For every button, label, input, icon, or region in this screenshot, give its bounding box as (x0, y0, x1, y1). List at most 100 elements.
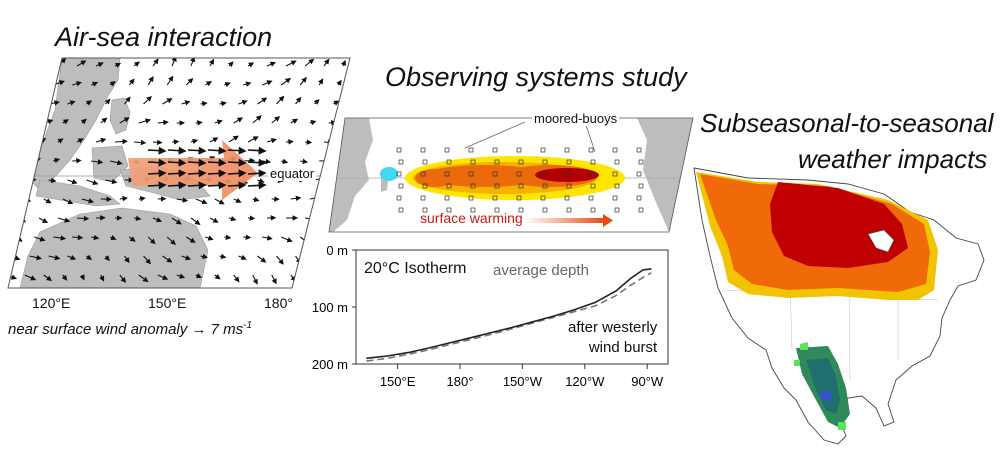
buoy-marker (396, 195, 402, 201)
philippines-landmass (109, 97, 131, 135)
strong-wind-vector (207, 169, 227, 178)
buoy-marker (590, 159, 596, 165)
north-america-impact-map (693, 167, 985, 445)
wind-vector (280, 77, 292, 86)
wind-vector (62, 119, 69, 125)
x-tick-label: 180° (447, 374, 474, 389)
wind-vector (143, 95, 152, 105)
buoy-marker (638, 207, 644, 213)
wind-vector (91, 81, 99, 87)
wind-vector (233, 117, 244, 124)
wind-vector (95, 62, 104, 68)
wind-vector (304, 58, 315, 67)
buoy-marker (444, 147, 450, 153)
wind-vector (290, 118, 299, 124)
wind-vector (157, 274, 169, 280)
buoy-marker (494, 159, 500, 165)
buoy-marker (470, 159, 476, 165)
buoy-marker (518, 207, 524, 213)
wind-vector (104, 98, 111, 105)
buoy-marker (590, 183, 596, 189)
buoy-marker (540, 171, 546, 177)
wind-vector (85, 254, 92, 261)
buoy-marker (516, 195, 522, 201)
wind-vector (266, 61, 276, 67)
wind-vector (166, 75, 174, 86)
wind-caption: near surface wind anomaly → 7 ms-1 (8, 320, 252, 338)
buoy-marker (446, 183, 452, 189)
wind-vector (252, 115, 262, 124)
wind-vector (185, 236, 196, 243)
wind-vector (238, 99, 248, 106)
wind-vector (247, 62, 255, 68)
wind-vector (205, 235, 214, 241)
strong-wind-vector (187, 146, 207, 155)
wind-vector (243, 81, 252, 87)
wind-vector (214, 198, 225, 205)
wind-vector (124, 96, 131, 105)
series-after-wwb-line (366, 268, 652, 360)
buoy-marker (564, 195, 570, 201)
wind-vector (128, 78, 135, 86)
wind-vector (238, 254, 247, 260)
wind-vector (228, 135, 239, 143)
x-tick-label: 150°W (503, 374, 543, 389)
buoy-marker (542, 183, 548, 189)
wind-vector (114, 138, 128, 145)
wind-vector (209, 137, 219, 143)
wind-vector (76, 60, 87, 67)
wind-vector (171, 217, 182, 225)
wind-vector (228, 215, 237, 222)
wind-vector (48, 177, 57, 184)
wind-vector (333, 100, 340, 106)
wind-vector (252, 274, 258, 285)
wind-vector (79, 274, 85, 281)
buoy-marker (612, 195, 618, 201)
buoy-marker (444, 195, 450, 201)
buoy-marker (638, 159, 644, 165)
wind-vector (340, 59, 346, 67)
wind-vector (285, 60, 297, 67)
panel3-title-line2: weather impacts (798, 144, 988, 174)
equator-label: equator (268, 166, 317, 181)
wind-vector (313, 99, 320, 105)
buoy-marker (566, 183, 572, 189)
lon-tick-120e: 120°E (32, 295, 71, 311)
wind-vector (257, 97, 268, 105)
wind-vector (299, 76, 307, 86)
wind-vector (276, 255, 284, 265)
strong-wind-vector (167, 158, 187, 167)
wind-vector (133, 215, 142, 222)
wind-vector (138, 274, 149, 283)
borneo-landmass (91, 145, 129, 183)
wind-vector (262, 80, 273, 86)
wind-vector (34, 236, 46, 242)
buoy-marker (590, 207, 596, 213)
wind-vector (176, 273, 186, 279)
wind-vector (29, 254, 43, 261)
strong-wind-vector (147, 181, 167, 190)
wind-vector (76, 138, 84, 144)
buoy-marker (542, 207, 548, 213)
strong-wind-vector (147, 146, 167, 155)
buoy-marker (614, 159, 620, 165)
buoy-marker (542, 159, 548, 165)
strong-wind-vector (227, 146, 247, 155)
impact-red-region (770, 182, 908, 268)
wind-vector (81, 198, 95, 204)
wind-vector (48, 254, 61, 261)
wind-vector (157, 119, 169, 126)
buoy-marker (564, 147, 570, 153)
wind-vector (67, 100, 76, 106)
wind-vector (214, 119, 223, 125)
arrow-glyph: → (191, 321, 207, 338)
strong-wind-vector (247, 169, 267, 178)
wind-vector (204, 81, 213, 87)
wind-vector (166, 236, 176, 245)
wind-vector (208, 58, 215, 67)
wind-vector (300, 158, 309, 165)
wind-vector (257, 255, 267, 263)
wind-vector (110, 159, 123, 166)
buoy-marker (422, 183, 428, 189)
buoy-marker (564, 171, 570, 177)
